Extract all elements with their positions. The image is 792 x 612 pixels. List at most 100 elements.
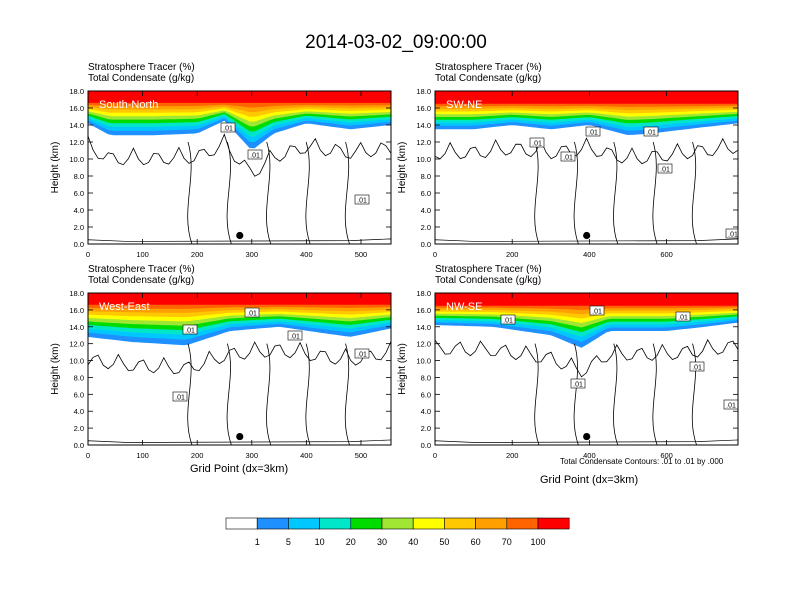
y-tick-label: 4.0 <box>421 407 431 416</box>
contour-label-text: .01 <box>185 328 195 335</box>
contour-label-box <box>220 122 236 133</box>
x-tick-label: 400 <box>300 250 313 259</box>
contour-label-box <box>500 314 516 325</box>
condensate-contour <box>187 343 193 445</box>
location-marker <box>236 432 244 441</box>
y-axis-label: Height (km) <box>397 343 408 395</box>
colorbar-swatch <box>350 517 383 530</box>
y-tick-label: 10.0 <box>69 155 84 164</box>
y-tick-label: 4.0 <box>421 206 431 215</box>
colorbar-swatch <box>225 517 258 530</box>
y-tick-label: 12.0 <box>69 340 84 349</box>
contour-label-text: .01 <box>678 315 688 322</box>
y-tick-label: 0.0 <box>74 240 84 249</box>
tracer-level-10 <box>88 293 391 305</box>
colorbar-swatch <box>412 517 445 530</box>
condensate-contour <box>652 343 658 445</box>
contour-label: .01 <box>354 194 370 205</box>
condensate-contour <box>305 141 311 244</box>
contour-label-box <box>172 391 188 402</box>
colorbar-swatch <box>444 517 476 530</box>
contour-label-text: .01 <box>532 141 542 148</box>
header-condensate: Total Condensate (g/kg) <box>88 73 195 84</box>
contour-label: .01 <box>560 151 576 162</box>
colorbar-label: 20 <box>346 537 356 547</box>
contour-label: .01 <box>689 361 705 372</box>
y-tick-label: 8.0 <box>74 373 84 382</box>
terrain-contour <box>88 238 391 244</box>
condensate-contour <box>691 141 697 244</box>
x-tick-label: 0 <box>86 250 90 259</box>
contour-label-text: .01 <box>503 318 513 325</box>
contour-label-text: .01 <box>573 382 583 389</box>
x-tick-label: 600 <box>660 451 673 460</box>
y-tick-label: 6.0 <box>74 189 84 198</box>
y-tick-label: 0.0 <box>421 441 431 450</box>
plot-area: .01 .01 .01 .01 .01 .01 <box>435 91 738 244</box>
terrain-contour <box>435 439 738 445</box>
y-axis-label: Height (km) <box>397 142 408 194</box>
contour-label: .01 <box>220 122 236 133</box>
x-tick-label: 200 <box>506 451 519 460</box>
header-tracer: Stratosphere Tracer (%) <box>435 62 542 73</box>
panel-4: .01 .01 .01 .01 .01 .01 NW-SE 0.0 2.0 4.0 6.0 8.0 10… <box>397 289 739 460</box>
contour-label-box <box>287 330 303 341</box>
panel-label: SW-NE <box>446 99 482 111</box>
y-tick-label: 14.0 <box>69 121 84 130</box>
terrain-contour <box>88 439 391 445</box>
condensate-contour <box>435 338 738 378</box>
x-tick-label: 100 <box>136 250 149 259</box>
header-condensate: Total Condensate (g/kg) <box>435 73 542 84</box>
contour-label-box <box>589 305 605 316</box>
colorbar-swatch <box>506 517 539 530</box>
condensate-contour <box>344 343 350 445</box>
terrain-contour <box>435 238 738 244</box>
condensate-contour <box>573 141 579 244</box>
contour-label-text: .01 <box>588 130 598 137</box>
condensate-contour <box>88 341 391 375</box>
condensate-contour <box>534 343 540 445</box>
y-tick-label: 8.0 <box>421 172 431 181</box>
contour-label-box <box>725 228 738 239</box>
y-tick-label: 4.0 <box>74 407 84 416</box>
y-tick-label: 14.0 <box>416 121 431 130</box>
header-condensate: Total Condensate (g/kg) <box>435 275 542 286</box>
x-tick-label: 0 <box>433 250 437 259</box>
colorbar-swatch <box>475 517 508 530</box>
colorbar-label: 60 <box>471 537 481 547</box>
contour-label-text: .01 <box>692 365 702 372</box>
contour-label: .01 <box>500 314 516 325</box>
x-tick-label: 400 <box>583 250 596 259</box>
contour-label: .01 <box>244 307 260 318</box>
condensate-contour <box>266 343 272 445</box>
colorbar-label: 50 <box>439 537 449 547</box>
contour-label-text: .01 <box>290 334 300 341</box>
x-tick-label: 400 <box>300 451 313 460</box>
colorbar: 1 5 10 20 30 40 50 60 70 100 <box>225 517 570 547</box>
colorbar-swatch <box>537 517 570 530</box>
contour-label-text: .01 <box>592 309 602 316</box>
y-tick-label: 0.0 <box>74 441 84 450</box>
condensate-contour <box>613 343 619 445</box>
y-tick-label: 6.0 <box>74 390 84 399</box>
x-tick-label: 200 <box>506 250 519 259</box>
panel-1: .01 .01 .01 South-North 0.0 2.0 4.0 6.0 8.0 10.0 1… <box>50 87 392 259</box>
plot-frame <box>87 292 392 446</box>
location-marker <box>583 432 591 441</box>
colorbar-swatch <box>381 517 414 530</box>
x-tick-label: 0 <box>86 451 90 460</box>
x-tick-label: 100 <box>136 451 149 460</box>
contour-label-box <box>675 311 691 322</box>
x-tick-label: 500 <box>355 250 368 259</box>
contour-label: .01 <box>723 399 738 410</box>
condensate-contour <box>435 137 738 165</box>
panel-2: .01 .01 .01 .01 .01 .01 SW-NE 0.0 2.0 4.0 6.0 8.0 10… <box>397 87 739 259</box>
colorbar-label: 30 <box>377 537 387 547</box>
y-tick-label: 12.0 <box>416 138 431 147</box>
colorbar-label: 70 <box>502 537 512 547</box>
y-tick-label: 8.0 <box>421 373 431 382</box>
condensate-contour <box>266 141 272 244</box>
x-tick-label: 400 <box>583 451 596 460</box>
condensate-contour <box>187 141 193 244</box>
